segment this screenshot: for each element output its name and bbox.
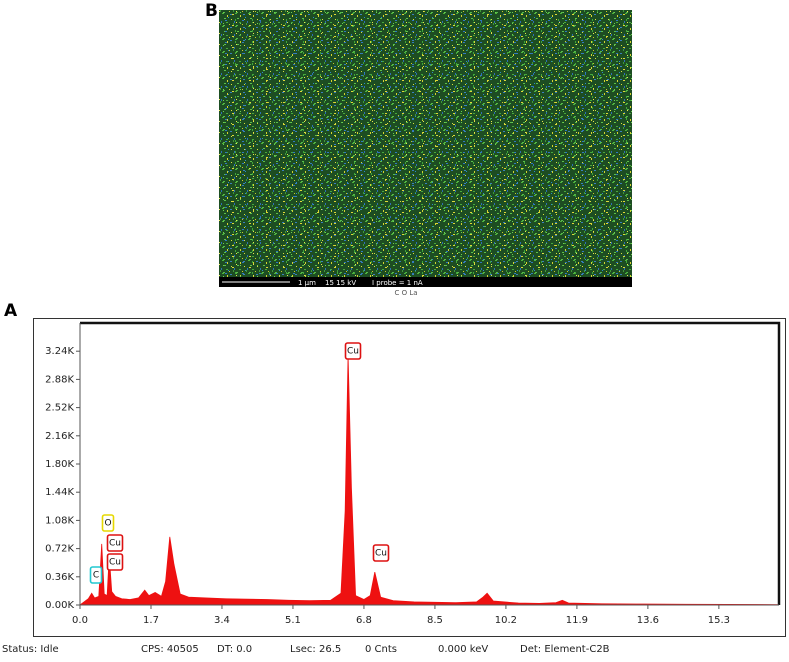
peak-label-box bbox=[106, 553, 124, 571]
peak-label-box bbox=[344, 342, 362, 360]
y-tick-label: 3.24K bbox=[45, 346, 74, 357]
y-tick-label: 1.80K bbox=[45, 459, 74, 470]
x-tick-label: 1.7 bbox=[143, 615, 159, 626]
y-tick-label: 0.00K bbox=[45, 600, 74, 611]
y-tick-label: 2.52K bbox=[45, 403, 74, 414]
y-tick-label: 1.08K bbox=[45, 515, 74, 526]
peak-label-box bbox=[372, 544, 390, 562]
spectrum-panel bbox=[33, 318, 786, 637]
status-item: CPS: 40505 bbox=[141, 644, 199, 655]
peak-label-box bbox=[106, 534, 124, 552]
status-item: 0.000 keV bbox=[438, 644, 488, 655]
x-tick-label: 15.3 bbox=[708, 615, 730, 626]
peak-label: Cu bbox=[375, 549, 387, 559]
scale-text: 1 μm bbox=[298, 279, 316, 287]
status-item: Status: Idle bbox=[2, 644, 59, 655]
status-item: Lsec: 26.5 bbox=[290, 644, 341, 655]
panel-label: B bbox=[205, 1, 218, 21]
peak-label: C bbox=[93, 571, 99, 581]
y-tick-label: 0.72K bbox=[45, 544, 74, 555]
peak-label: Cu bbox=[109, 539, 121, 549]
status-bar: Status: Idle CPS: 40505 DT: 0.0 Lsec: 26.5 0… bbox=[2, 644, 610, 655]
plot-frame bbox=[80, 321, 781, 605]
status-item: 0 Cnts bbox=[365, 644, 397, 655]
x-tick-label: 6.8 bbox=[356, 615, 372, 626]
x-tick-label: 5.1 bbox=[285, 615, 301, 626]
spectrum-plot: 0.00K 0.36K 0.72K 1.08K 1.44K 1.80K 2.16K 2.52K… bbox=[45, 321, 781, 626]
y-tick-label: 2.88K bbox=[45, 374, 74, 385]
x-tick-label: 8.5 bbox=[427, 615, 443, 626]
peak-label: Cu bbox=[347, 347, 359, 357]
peak-label: Cu bbox=[109, 558, 121, 568]
voltage-text: 15 15 kV bbox=[325, 279, 356, 287]
spectrum-area bbox=[78, 355, 778, 606]
probe-text: I probe = 1 nA bbox=[372, 279, 423, 287]
y-tick-label: 1.44K bbox=[45, 487, 74, 498]
status-item: Det: Element-C2B bbox=[520, 644, 610, 655]
x-tick-label: 10.2 bbox=[495, 615, 517, 626]
x-tick-label: 0.0 bbox=[72, 615, 88, 626]
element-map-overlay bbox=[219, 10, 632, 277]
peak-label: O bbox=[104, 519, 111, 529]
x-tick-label: 13.6 bbox=[637, 615, 659, 626]
panel-label: A bbox=[4, 301, 18, 321]
x-tick-label: 3.4 bbox=[214, 615, 230, 626]
status-item: DT: 0.0 bbox=[217, 644, 252, 655]
map-caption: C O La bbox=[394, 289, 417, 297]
peak-label-box bbox=[101, 514, 115, 532]
peak-label-box bbox=[89, 566, 103, 584]
image-info-bar bbox=[219, 277, 632, 287]
y-tick-label: 0.36K bbox=[45, 572, 74, 583]
y-tick-label: 2.16K bbox=[45, 431, 74, 442]
x-tick-label: 11.9 bbox=[566, 615, 588, 626]
